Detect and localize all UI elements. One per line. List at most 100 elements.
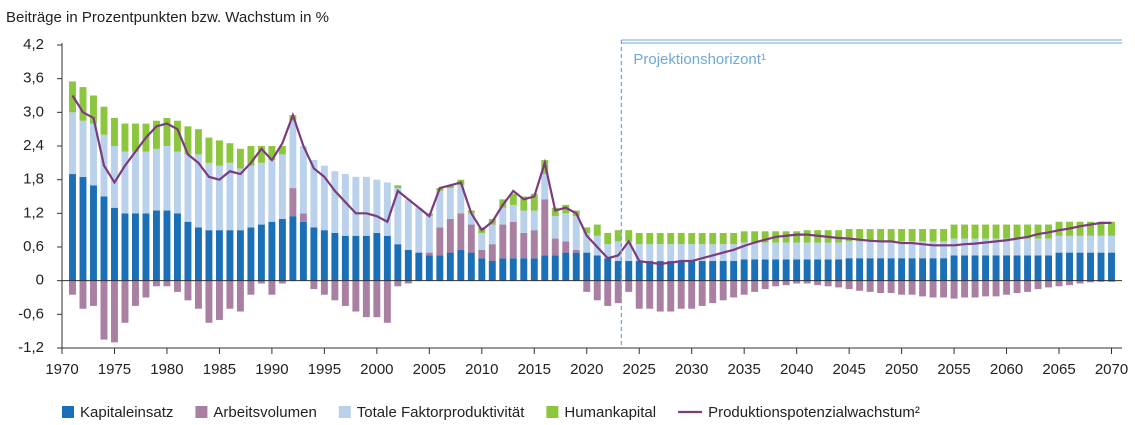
bar-segment — [278, 146, 286, 155]
bar-segment — [268, 280, 276, 295]
bar-segment — [457, 213, 465, 250]
bar-segment — [111, 146, 118, 208]
bar-segment — [761, 242, 769, 260]
bar-segment — [520, 210, 528, 233]
x-tick-label: 2035 — [727, 361, 760, 378]
bar-segment — [173, 280, 181, 292]
bar-segment — [772, 242, 780, 260]
bar-segment — [1013, 224, 1021, 239]
bar-segment — [814, 259, 822, 281]
bar-segment — [1055, 252, 1063, 281]
bar-segment — [394, 280, 402, 287]
bar-segment — [289, 188, 297, 217]
bar-segment — [268, 160, 276, 222]
bar-segment — [593, 224, 601, 236]
bar-segment — [289, 216, 297, 281]
bar-segment — [236, 280, 244, 312]
bar-segment — [887, 241, 895, 259]
bar-segment — [835, 242, 843, 260]
bar-segment — [488, 261, 496, 281]
bar-segment — [845, 258, 853, 281]
bar-segment — [173, 120, 181, 152]
y-tick-label: 0,6 — [23, 238, 44, 255]
bar-segment — [856, 280, 864, 291]
bar-segment — [698, 232, 706, 245]
bar-segment — [1013, 238, 1021, 256]
bar-segment — [572, 252, 580, 281]
bar-segment — [908, 229, 916, 242]
bar-segment — [856, 241, 864, 259]
bar-segment — [1024, 238, 1032, 256]
bar-segment — [1024, 255, 1032, 281]
bar-segment — [425, 216, 433, 253]
bar-segment — [278, 218, 286, 281]
bar-segment — [1087, 221, 1094, 236]
bar-segment — [562, 204, 570, 214]
bar-segment — [69, 174, 76, 281]
bar-segment — [121, 151, 129, 214]
bar-segment — [478, 249, 486, 259]
bar-segment — [373, 232, 381, 281]
bar-segment — [394, 244, 402, 281]
bar-segment — [1055, 221, 1063, 236]
bar-segment — [635, 244, 643, 262]
bar-segment — [835, 280, 843, 288]
bar-segment — [908, 280, 916, 295]
bar-segment — [919, 258, 927, 281]
bar-segment — [551, 207, 559, 217]
bar-segment — [541, 255, 549, 281]
bar-segment — [992, 255, 1000, 281]
bar-segment — [362, 235, 370, 281]
bar-segment — [992, 238, 1000, 256]
x-tick-label: 2050 — [885, 361, 918, 378]
bar-segment — [215, 280, 223, 320]
bar-segment — [677, 244, 685, 262]
bar-segment — [1087, 280, 1094, 283]
bar-segment — [803, 280, 811, 284]
bar-segment — [362, 176, 370, 236]
bar-segment — [551, 238, 559, 256]
bar-segment — [478, 258, 486, 281]
bar-segment — [824, 259, 832, 281]
bar-segment — [656, 280, 664, 312]
bar-segment — [761, 231, 769, 243]
bar-segment — [299, 213, 307, 222]
bar-segment — [457, 249, 465, 281]
bar-segment — [562, 252, 570, 281]
bar-segment — [562, 213, 570, 242]
bar-segment — [866, 229, 874, 242]
bar-segment — [761, 280, 769, 290]
x-tick-label: 2060 — [990, 361, 1023, 378]
bar-segment — [132, 123, 139, 152]
bar-segment — [1108, 221, 1115, 236]
bar-segment — [1034, 224, 1042, 239]
bar-segment — [887, 229, 895, 242]
bar-segment — [1034, 280, 1042, 290]
bar-segment — [593, 280, 601, 301]
bar-segment — [751, 231, 759, 243]
bar-segment — [898, 280, 906, 295]
bar-segment — [1024, 224, 1032, 239]
bar-segment — [69, 280, 76, 295]
bar-segment — [709, 261, 717, 281]
bar-segment — [79, 87, 87, 121]
bar-segment — [111, 280, 118, 343]
bar-segment — [320, 230, 328, 281]
bar-segment — [467, 213, 475, 225]
bar-segment — [404, 199, 412, 250]
bar-segment — [929, 229, 937, 242]
legend-swatch — [195, 406, 208, 418]
bar-segment — [173, 151, 181, 214]
bar-segment — [383, 235, 391, 281]
bar-segment — [950, 280, 958, 299]
y-tick-label: 4,2 — [23, 36, 44, 53]
bar-segment — [940, 241, 948, 259]
bar-segment — [247, 280, 255, 295]
bar-segment — [1108, 252, 1115, 281]
bar-segment — [268, 221, 276, 281]
bar-segment — [530, 230, 538, 259]
bar-segment — [877, 241, 885, 259]
bar-segment — [614, 241, 622, 262]
bar-segment — [247, 146, 255, 166]
